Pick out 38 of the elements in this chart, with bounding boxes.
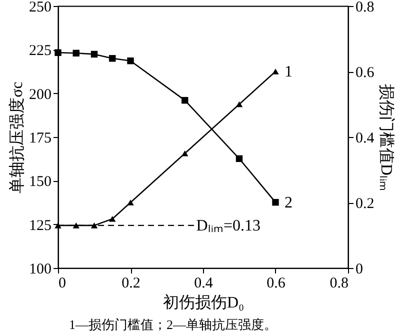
- y2-tick-label: 0.2: [356, 196, 374, 212]
- y2-tick-label: 0.8: [356, 0, 374, 16]
- x-tick-label: 0.6: [266, 276, 286, 292]
- y2-tick-label: 0.6: [356, 65, 375, 81]
- x-tick-label: 0.2: [122, 276, 140, 292]
- ref-line-label: Dₗᵢₘ=0.13: [196, 217, 261, 234]
- y-tick-label: 125: [29, 218, 52, 234]
- point: [72, 222, 80, 228]
- series-label: 1: [284, 64, 292, 80]
- y-tick-label: 200: [29, 86, 52, 103]
- x-tick-label: 0.4: [194, 276, 214, 292]
- point: [236, 101, 243, 108]
- series-label: 2: [284, 194, 292, 212]
- point: [90, 50, 98, 58]
- y-tick-label: 225: [29, 43, 52, 60]
- y-tick-label: 150: [29, 174, 52, 190]
- x-tick-label: 0: [58, 276, 66, 292]
- point: [182, 150, 188, 156]
- point: [72, 50, 80, 57]
- x-tick-label: 0.8: [330, 276, 348, 292]
- y2-axis-title: 损伤门槛值Dₗᵢₘ: [377, 84, 396, 192]
- y-tick-label: 100: [29, 262, 52, 278]
- y2-tick-label: 0.4: [356, 130, 375, 146]
- point: [127, 57, 134, 64]
- point: [272, 198, 279, 206]
- point: [109, 216, 116, 222]
- y-tick-label: 250: [29, 0, 52, 16]
- y-tick-label: 175: [29, 130, 52, 146]
- y2-tick-label: 0: [356, 262, 363, 278]
- point: [109, 55, 116, 62]
- y-axis-title: 单轴抗压强度σc: [8, 82, 26, 194]
- point: [236, 155, 243, 162]
- point: [90, 222, 98, 228]
- text: 1—损伤门槛值；2—单轴抗压强度。: [69, 317, 277, 332]
- point: [182, 96, 188, 104]
- point: [127, 200, 134, 206]
- x-axis-title: 初伤损伤D₀: [162, 294, 244, 312]
- point: [272, 68, 279, 74]
